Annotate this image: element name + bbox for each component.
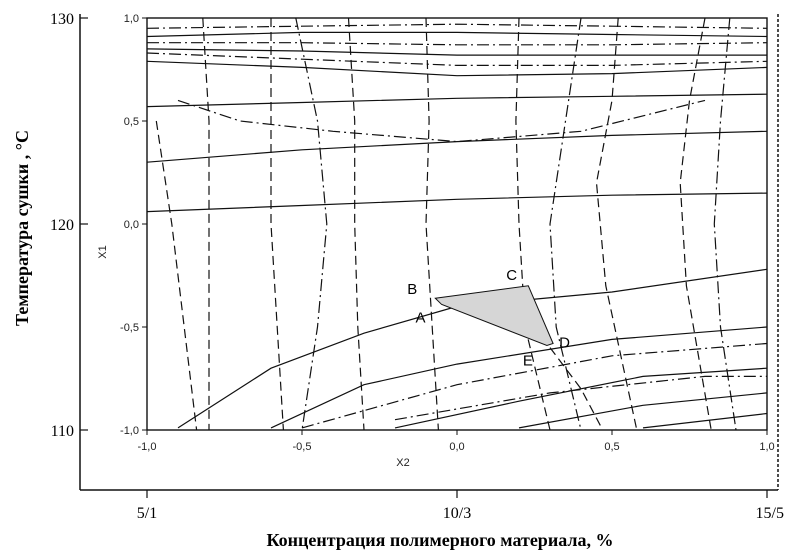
outer-x-tick-label-1: 5/1 (137, 505, 157, 522)
inner-plot-frame (146, 17, 768, 431)
contour-dashdot-8 (301, 342, 767, 429)
contour-dashdot-6 (549, 18, 582, 430)
inner-y-tick-label-5: 1,0 (124, 13, 139, 25)
inner-x-tick-label-4: 0,5 (604, 441, 619, 453)
inner-x-tick-label-2: -0,5 (293, 441, 312, 453)
outer-y-tick-label-2: 120 (50, 217, 74, 234)
inner-y-tick-label-1: -1,0 (120, 425, 139, 437)
contour-dashdot-7 (713, 18, 737, 430)
outer-x-tick-label-3: 15/5 (756, 505, 784, 522)
contour-solid-1 (147, 31, 767, 38)
contour-solid-2 (147, 48, 767, 56)
inner-x-tick-label-5: 1,0 (759, 441, 774, 453)
inner-y-axis: -1,0 -0,5 0,0 0,5 1,0 (120, 13, 147, 437)
inner-x-axis: -1,0 -0,5 0,0 0,5 1,0 (138, 430, 775, 453)
contour-solid-7 (177, 268, 767, 429)
contour-solid-8 (270, 326, 767, 429)
contour-dashed-6 (515, 18, 551, 430)
contour-solid-11 (642, 412, 767, 429)
inner-y-tick-label-2: -0,5 (120, 322, 139, 334)
contour-dashed-9 (549, 347, 604, 430)
inner-y-axis-title: X1 (97, 245, 109, 258)
inner-y-tick-label-3: 0,0 (124, 219, 139, 231)
point-label-C: C (506, 267, 517, 284)
contour-lines (147, 18, 767, 430)
outer-y-axis-title: Температура сушки , °C (12, 130, 32, 326)
contour-dashed-4 (347, 18, 365, 430)
contour-dashdot-3 (147, 52, 767, 66)
contour-dashdot-5 (295, 18, 328, 430)
outer-x-axis-title: Концентрация полимерного материала, % (267, 530, 614, 550)
point-label-A: A (416, 309, 426, 326)
contour-dashed-5 (425, 18, 439, 430)
point-label-B: B (407, 281, 417, 298)
contour-dashed-1 (155, 120, 198, 430)
outer-x-tick-label-2: 10/3 (443, 505, 471, 522)
contour-solid-4 (147, 93, 767, 108)
inner-x-tick-label-1: -1,0 (138, 441, 157, 453)
point-label-E: E (523, 353, 533, 370)
contour-solid-6 (147, 192, 767, 213)
contour-dashed-7 (595, 18, 638, 430)
feasible-region (434, 285, 554, 347)
point-label-D: D (559, 334, 570, 351)
contour-dashed-3 (270, 18, 284, 430)
contour-solid-3 (147, 60, 767, 77)
region-point-labels: AB C D E (407, 267, 570, 370)
contour-dashdot-1 (147, 23, 767, 29)
contour-solid-10 (518, 392, 767, 429)
inner-y-tick-label-4: 0,5 (124, 116, 139, 128)
outer-y-tick-label-1: 110 (51, 423, 74, 440)
outer-y-tick-label-3: 130 (50, 11, 74, 28)
inner-x-axis-title: X2 (396, 457, 409, 469)
inner-frame-rect (146, 17, 768, 431)
contour-dashdot-2 (147, 42, 767, 46)
contour-dashdot-4 (177, 99, 706, 143)
outer-axes: 110 120 130 5/1 10/3 15/5 (50, 11, 784, 522)
contour-solid-9 (394, 367, 767, 429)
contour-dashed-8 (679, 18, 712, 430)
inner-x-tick-label-3: 0,0 (449, 441, 464, 453)
contour-solid-5 (147, 130, 767, 163)
contour-dashed-2 (202, 18, 210, 430)
